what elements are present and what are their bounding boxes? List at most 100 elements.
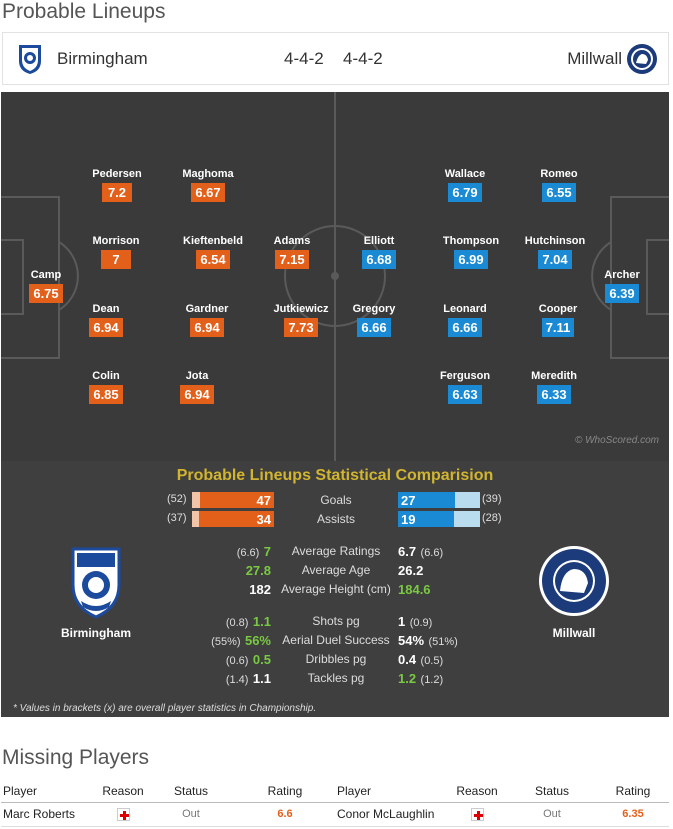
table-row: Marc Roberts Out 6.6 Conor McLaughlin Ou… — [1, 802, 669, 827]
lineups-title: Probable Lineups — [2, 0, 166, 23]
average-ratings-row: (6.6) 7 Average Ratings 6.7 (6.6) — [1, 543, 669, 559]
home-player-maghoma[interactable]: Maghoma 6.67 — [168, 168, 248, 202]
home-player-jota[interactable]: Jota 6.94 — [157, 370, 237, 404]
stat-label: Tackles pg — [307, 671, 365, 685]
pitch-markings — [1, 92, 669, 461]
home-player-jutkiewicz[interactable]: Jutkiewicz 7.73 — [261, 303, 341, 337]
away-overall: (51%) — [428, 636, 458, 648]
away-value: 1.2 — [398, 671, 417, 686]
player-name: Adams — [273, 235, 311, 247]
watermark: © WhoScored.com — [574, 435, 659, 446]
away-value: 184.6 — [398, 582, 431, 597]
away-formation: 4-4-2 — [343, 49, 383, 68]
home-goals-value: 47 — [256, 493, 271, 508]
player-name: Colin — [92, 370, 120, 382]
away-player-hutchinson[interactable]: Hutchinson 7.04 — [515, 235, 595, 269]
home-player-colin[interactable]: Colin 6.85 — [66, 370, 146, 404]
home-overall: (0.8) — [225, 617, 249, 629]
home-player-morrison[interactable]: Morrison 7 — [76, 235, 156, 269]
rating-cell: 6.35 — [597, 802, 669, 827]
player-rating: 6.94 — [190, 318, 224, 337]
dribbles-row: (0.6) 0.5 Dribbles pg 0.4 (0.5) — [1, 651, 669, 667]
player-name: Gregory — [352, 303, 396, 315]
away-goals-bar: 27 — [398, 492, 480, 508]
player-name: Archer — [604, 269, 640, 281]
player-rating: 6.94 — [180, 385, 214, 404]
injury-icon[interactable] — [470, 808, 484, 822]
away-player-wallace[interactable]: Wallace 6.79 — [425, 168, 505, 202]
home-overall: (6.6) — [236, 547, 260, 559]
col-rating: Rating — [597, 780, 669, 803]
away-assists-value: 19 — [401, 512, 416, 527]
missing-player-name[interactable]: Conor McLaughlin — [335, 802, 447, 827]
home-overall: (0.6) — [225, 655, 249, 667]
col-player: Player — [335, 780, 447, 803]
player-rating: 6.33 — [537, 385, 571, 404]
away-player-leonard[interactable]: Leonard 6.66 — [425, 303, 505, 337]
player-name: Elliott — [363, 235, 395, 247]
goals-label: Goals — [320, 493, 352, 507]
assists-label: Assists — [316, 512, 355, 526]
away-goals-fill — [398, 492, 455, 508]
away-overall: (6.6) — [420, 547, 444, 559]
away-value: 6.7 — [398, 544, 417, 559]
player-rating: 7 — [101, 250, 131, 269]
home-team-name[interactable]: Birmingham — [57, 49, 148, 68]
away-player-ferguson[interactable]: Ferguson 6.63 — [425, 370, 505, 404]
home-value: 182 — [249, 582, 271, 597]
comparison-title: Probable Lineups Statistical Comparision — [176, 467, 494, 484]
player-name: Jutkiewicz — [273, 303, 329, 315]
home-assists-fill — [198, 511, 274, 527]
home-value: 0.5 — [252, 652, 271, 667]
average-height-row: 182 Average Height (cm) 184.6 — [1, 581, 669, 597]
home-assists-bar: 34 — [192, 511, 274, 527]
col-reason: Reason — [447, 780, 507, 803]
player-name: Jota — [185, 370, 209, 382]
home-player-camp[interactable]: Camp 6.75 — [6, 269, 86, 303]
player-rating: 6.39 — [605, 284, 639, 303]
player-rating: 7.2 — [102, 183, 132, 202]
player-rating: 7.15 — [275, 250, 309, 269]
player-rating: 6.63 — [448, 385, 482, 404]
away-player-cooper[interactable]: Cooper 7.11 — [518, 303, 598, 337]
pitch: Pedersen 7.2 Maghoma 6.67 Morrison 7 Kiefte… — [1, 92, 669, 461]
missing-player-name[interactable]: Marc Roberts — [1, 802, 99, 827]
stat-label: Shots pg — [312, 614, 360, 628]
home-assists-overall: (37) — [167, 512, 187, 524]
team-header-bar: Birmingham 4-4-2 4-4-2 Millwall — [2, 32, 669, 85]
away-value: 1 — [398, 614, 406, 629]
away-player-archer[interactable]: Archer 6.39 — [582, 269, 662, 303]
home-player-gardner[interactable]: Gardner 6.94 — [167, 303, 247, 337]
rating-cell: 6.6 — [235, 802, 335, 827]
away-player-gregory[interactable]: Gregory 6.66 — [334, 303, 414, 337]
col-rating: Rating — [235, 780, 335, 803]
away-player-romeo[interactable]: Romeo 6.55 — [519, 168, 599, 202]
home-player-pedersen[interactable]: Pedersen 7.2 — [77, 168, 157, 202]
home-goals-overall: (52) — [167, 493, 187, 505]
player-name: Gardner — [185, 303, 229, 315]
millwall-crest-icon — [539, 546, 609, 616]
player-name: Wallace — [444, 168, 486, 180]
player-name: Camp — [30, 269, 62, 281]
home-player-dean[interactable]: Dean 6.94 — [66, 303, 146, 337]
player-rating: 6.54 — [196, 250, 230, 269]
home-formation: 4-4-2 — [284, 49, 324, 68]
player-name: Maghoma — [182, 168, 234, 180]
reason-cell — [99, 802, 147, 827]
away-assists-bar: 19 — [398, 511, 480, 527]
injury-icon[interactable] — [116, 808, 130, 822]
away-player-meredith[interactable]: Meredith 6.33 — [514, 370, 594, 404]
away-player-elliott[interactable]: Elliott 6.68 — [339, 235, 419, 269]
away-team-name[interactable]: Millwall — [567, 49, 622, 68]
stat-label: Average Ratings — [291, 544, 381, 558]
away-player-thompson[interactable]: Thompson 6.99 — [431, 235, 511, 269]
player-name: Pedersen — [92, 168, 142, 180]
col-player: Player — [1, 780, 99, 803]
home-player-kieftenbeld[interactable]: Kieftenbeld 6.54 — [173, 235, 253, 269]
home-value: 27.8 — [245, 563, 271, 578]
home-value: 7 — [263, 544, 271, 559]
player-rating: 6.99 — [454, 250, 488, 269]
player-rating: 7.11 — [541, 318, 575, 337]
home-player-adams[interactable]: Adams 7.15 — [252, 235, 332, 269]
birmingham-crest-icon — [19, 45, 41, 74]
